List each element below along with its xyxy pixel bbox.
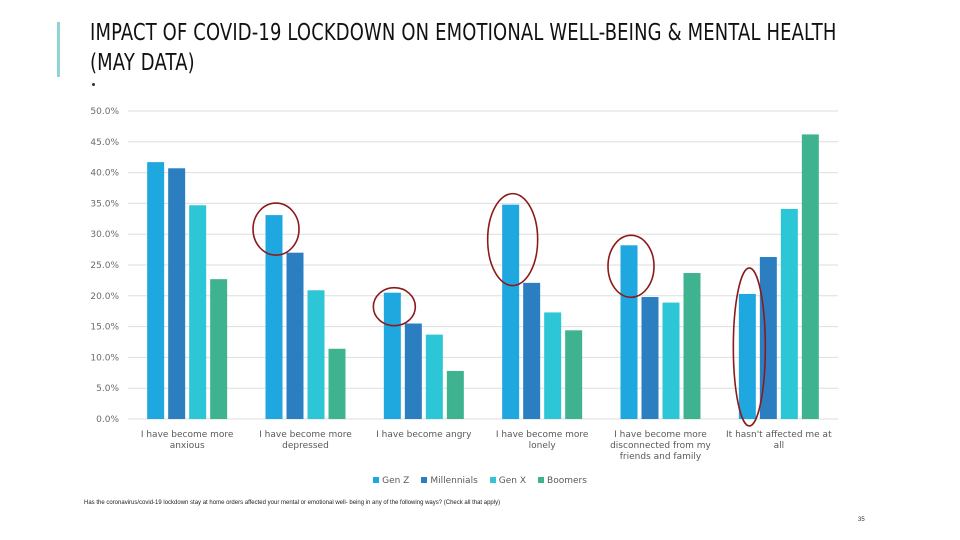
bar-boomers — [683, 273, 701, 419]
bar-gen-z — [265, 215, 283, 419]
x-tick-label: I have become more depressed — [259, 430, 352, 451]
survey-question-footnote: Has the coronavirus/covid-19 lockdown st… — [84, 500, 501, 506]
bar-gen-x — [544, 312, 562, 419]
y-tick-label: 20.0% — [90, 292, 119, 302]
legend-item: Gen X — [489, 476, 527, 486]
bar-millennials — [168, 168, 186, 419]
bar-gen-z — [147, 162, 165, 420]
legend-swatch — [538, 476, 545, 483]
y-tick-label: 35.0% — [90, 199, 119, 209]
bars — [147, 134, 819, 420]
x-tick-label: I have become more disconnected from my fr… — [610, 430, 711, 462]
x-tick-label: I have become more anxious — [141, 430, 234, 451]
slide-title: IMPACT OF COVID-19 LOCKDOWN ON EMOTIONAL… — [90, 20, 837, 76]
bar-boomers — [210, 279, 228, 419]
bar-gen-x — [780, 208, 798, 419]
bar-gen-x — [307, 290, 325, 419]
bar-gen-x — [662, 302, 680, 419]
legend-label: Boomers — [547, 476, 587, 486]
bar-gen-z — [620, 245, 638, 419]
x-tick-label: It hasn't affected me at all — [726, 430, 832, 451]
highlight-ellipse — [607, 234, 655, 299]
bar-gen-z — [383, 292, 401, 419]
legend-item: Gen Z — [373, 476, 409, 486]
bar-boomers — [446, 370, 464, 419]
y-tick-label: 0.0% — [96, 415, 119, 425]
y-tick-label: 50.0% — [90, 107, 119, 117]
empty-bullet — [92, 83, 95, 86]
y-tick-label: 30.0% — [90, 230, 119, 240]
bar-boomers — [565, 330, 583, 419]
title-accent-bar — [57, 22, 60, 77]
bar-millennials — [641, 297, 659, 419]
legend-swatch — [489, 476, 496, 483]
legend-item: Boomers — [538, 476, 587, 486]
bar-boomers — [801, 134, 819, 419]
gridlines — [128, 110, 838, 420]
highlight-ellipse — [486, 192, 539, 287]
highlight-annotations — [252, 192, 767, 427]
bar-boomers — [328, 348, 346, 419]
bar-gen-z — [502, 204, 520, 419]
legend-swatch — [421, 476, 428, 483]
y-tick-label: 15.0% — [90, 323, 119, 333]
y-tick-label: 40.0% — [90, 169, 119, 179]
x-tick-label: I have become more lonely — [496, 430, 589, 451]
highlight-ellipse — [732, 267, 767, 427]
bar-millennials — [523, 282, 541, 419]
bar-millennials — [286, 252, 304, 419]
bar-gen-z — [738, 293, 756, 419]
legend-item: Millennials — [421, 476, 478, 486]
legend-label: Gen Z — [382, 476, 410, 486]
y-tick-label: 10.0% — [90, 353, 119, 363]
legend-label: Millennials — [430, 476, 478, 486]
bar-gen-x — [189, 205, 207, 419]
y-axis-ticks: 0.0% 5.0% 10.0% 15.0% 20.0% 25.0% 30.0% 35.0% 40… — [90, 107, 119, 425]
y-tick-label: 5.0% — [96, 384, 119, 394]
legend-label: Gen X — [498, 476, 527, 486]
x-axis-labels: I have become more anxious I have become m… — [141, 430, 832, 462]
x-tick-label: I have become angry — [376, 430, 472, 440]
highlight-ellipse — [372, 286, 417, 327]
page-number: 35 — [858, 517, 865, 523]
y-tick-label: 45.0% — [90, 138, 119, 148]
bar-gen-x — [425, 334, 443, 419]
legend-swatch — [373, 476, 380, 483]
bar-millennials — [404, 323, 422, 419]
highlight-ellipse — [252, 202, 300, 256]
y-tick-label: 25.0% — [90, 261, 119, 271]
chart-legend: Gen Z Millennials Gen X Boomers — [0, 476, 960, 486]
